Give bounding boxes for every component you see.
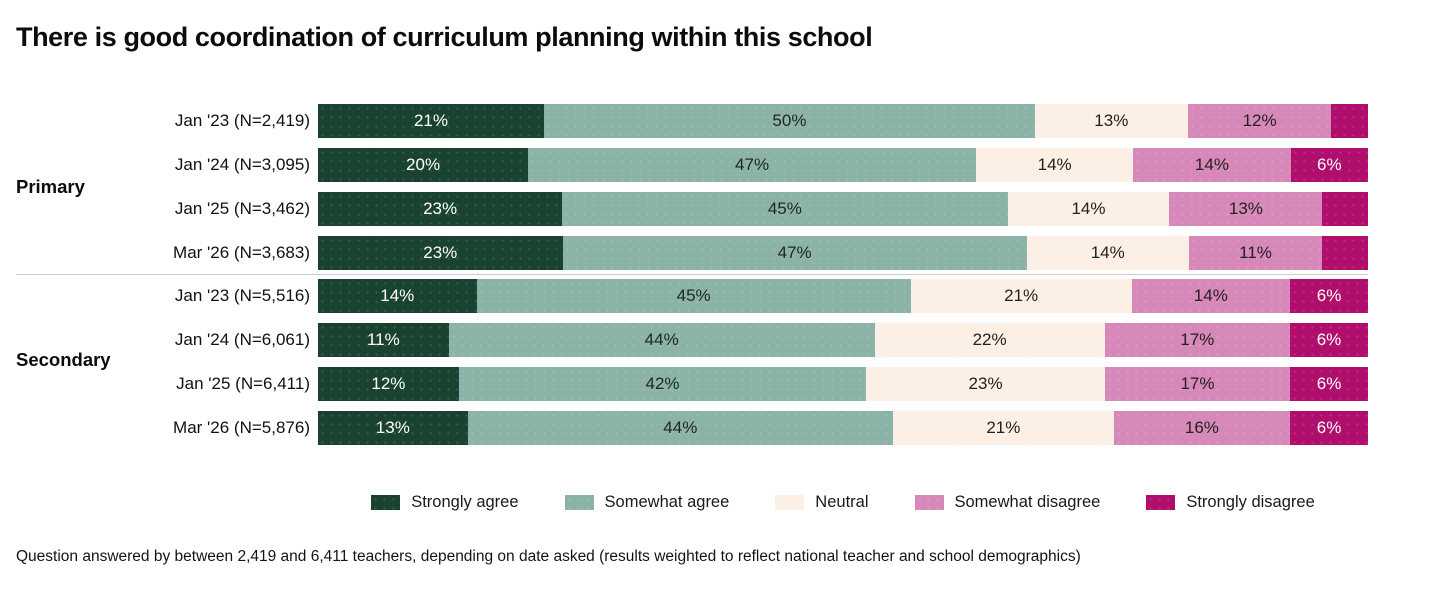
- segment-strongly-agree: 14%: [318, 279, 477, 313]
- bar-row: Mar '26 (N=3,683) 23% 47% 14% 11%: [16, 236, 1368, 270]
- legend-item-somewhat-disagree: Somewhat disagree: [914, 493, 1101, 512]
- stacked-bar: 13% 44% 21% 16% 6%: [318, 411, 1368, 445]
- segment-strongly-disagree: [1331, 104, 1368, 138]
- segment-somewhat-agree: 44%: [448, 323, 875, 357]
- segment-strongly-disagree: [1322, 192, 1368, 226]
- segment-somewhat-agree: 50%: [543, 104, 1035, 138]
- legend-label: Neutral: [815, 493, 869, 511]
- segment-somewhat-agree: 47%: [562, 236, 1027, 270]
- segment-strongly-agree: 21%: [318, 104, 544, 138]
- segment-neutral: 23%: [866, 367, 1105, 401]
- legend-label: Somewhat agree: [604, 493, 730, 511]
- segment-strongly-agree: 20%: [318, 148, 529, 182]
- segment-strongly-agree: 13%: [318, 411, 468, 445]
- legend-item-strongly-disagree: Strongly disagree: [1146, 493, 1315, 512]
- legend-swatch-icon: [371, 495, 401, 510]
- segment-somewhat-disagree: 17%: [1104, 323, 1290, 357]
- segment-strongly-disagree: 6%: [1290, 367, 1368, 401]
- segment-somewhat-disagree: 11%: [1188, 236, 1323, 270]
- segment-somewhat-agree: 44%: [467, 411, 893, 445]
- segment-strongly-agree: 11%: [318, 323, 449, 357]
- segment-somewhat-agree: 47%: [528, 148, 976, 182]
- chart-title: There is good coordination of curriculum…: [16, 22, 873, 52]
- legend-swatch-icon: [564, 495, 594, 510]
- segment-strongly-disagree: 6%: [1289, 323, 1368, 357]
- footnote: Question answered by between 2,419 and 6…: [16, 548, 1081, 565]
- stacked-bar: 12% 42% 23% 17% 6%: [318, 367, 1368, 401]
- legend-item-strongly-agree: Strongly agree: [371, 493, 519, 512]
- bar-row: Jan '24 (N=6,061) 11% 44% 22% 17% 6%: [16, 323, 1368, 357]
- legend-swatch-icon: [775, 495, 805, 510]
- segment-strongly-agree: 23%: [318, 192, 563, 226]
- segment-strongly-agree: 12%: [318, 367, 459, 401]
- legend: Strongly agree Somewhat agree Neutral Somew…: [318, 493, 1368, 512]
- segment-neutral: 21%: [892, 411, 1114, 445]
- legend-swatch-icon: [914, 495, 944, 510]
- group-label-secondary: Secondary: [16, 349, 111, 370]
- row-label: Jan '24 (N=6,061): [174, 330, 310, 349]
- stacked-bar: 23% 45% 14% 13%: [318, 192, 1368, 226]
- segment-neutral: 21%: [910, 279, 1132, 313]
- segment-neutral: 14%: [1026, 236, 1189, 270]
- segment-somewhat-disagree: 14%: [1131, 279, 1291, 313]
- segment-strongly-disagree: 6%: [1290, 148, 1368, 182]
- bar-row: Jan '25 (N=6,411) 12% 42% 23% 17% 6%: [16, 367, 1368, 401]
- segment-neutral: 14%: [1007, 192, 1170, 226]
- chart: Primary Jan '23 (N=2,419) 21% 50% 13% 12% Jan …: [16, 104, 1368, 445]
- segment-somewhat-agree: 42%: [458, 367, 867, 401]
- stacked-bar: 20% 47% 14% 14% 6%: [318, 148, 1368, 182]
- row-label: Jan '25 (N=6,411): [176, 374, 310, 393]
- legend-label: Strongly agree: [411, 493, 519, 511]
- segment-somewhat-disagree: 17%: [1104, 367, 1291, 401]
- stacked-bar: 21% 50% 13% 12%: [318, 104, 1368, 138]
- row-label: Mar '26 (N=5,876): [173, 418, 310, 437]
- segment-strongly-disagree: [1322, 236, 1368, 270]
- row-label: Jan '23 (N=5,516): [174, 286, 310, 305]
- group-primary: Primary Jan '23 (N=2,419) 21% 50% 13% 12% Jan …: [16, 104, 1368, 270]
- legend-label: Strongly disagree: [1186, 493, 1315, 511]
- segment-strongly-disagree: 6%: [1290, 411, 1368, 445]
- segment-strongly-disagree: 6%: [1290, 279, 1368, 313]
- segment-neutral: 13%: [1034, 104, 1188, 138]
- segment-strongly-agree: 23%: [318, 236, 563, 270]
- segment-somewhat-disagree: 13%: [1169, 192, 1323, 226]
- row-label: Jan '24 (N=3,095): [174, 155, 310, 174]
- row-label: Mar '26 (N=3,683): [173, 243, 310, 262]
- segment-somewhat-disagree: 14%: [1133, 148, 1291, 182]
- stacked-bar: 11% 44% 22% 17% 6%: [318, 323, 1368, 357]
- stacked-bar: 23% 47% 14% 11%: [318, 236, 1368, 270]
- legend-item-somewhat-agree: Somewhat agree: [564, 493, 730, 512]
- group-secondary: Secondary Jan '23 (N=5,516) 14% 45% 21% 14% 6%…: [16, 274, 1368, 445]
- segment-neutral: 14%: [975, 148, 1134, 182]
- stacked-bar: 14% 45% 21% 14% 6%: [318, 279, 1368, 313]
- segment-somewhat-disagree: 12%: [1187, 104, 1332, 138]
- legend-item-neutral: Neutral: [775, 493, 869, 512]
- row-label: Jan '25 (N=3,462): [174, 199, 310, 218]
- segment-somewhat-agree: 45%: [476, 279, 911, 313]
- legend-swatch-icon: [1146, 495, 1176, 510]
- segment-somewhat-disagree: 16%: [1113, 411, 1291, 445]
- legend-label: Somewhat disagree: [954, 493, 1101, 511]
- bar-row: Jan '25 (N=3,462) 23% 45% 14% 13%: [16, 192, 1368, 226]
- bar-row: Jan '24 (N=3,095) 20% 47% 14% 14% 6%: [16, 148, 1368, 182]
- bar-row: Mar '26 (N=5,876) 13% 44% 21% 16% 6%: [16, 411, 1368, 445]
- segment-neutral: 22%: [874, 323, 1105, 357]
- segment-somewhat-agree: 45%: [562, 192, 1008, 226]
- row-label: Jan '23 (N=2,419): [174, 111, 310, 130]
- bar-row: Jan '23 (N=2,419) 21% 50% 13% 12%: [16, 104, 1368, 138]
- bar-row: Jan '23 (N=5,516) 14% 45% 21% 14% 6%: [16, 279, 1368, 313]
- group-label-primary: Primary: [16, 176, 85, 197]
